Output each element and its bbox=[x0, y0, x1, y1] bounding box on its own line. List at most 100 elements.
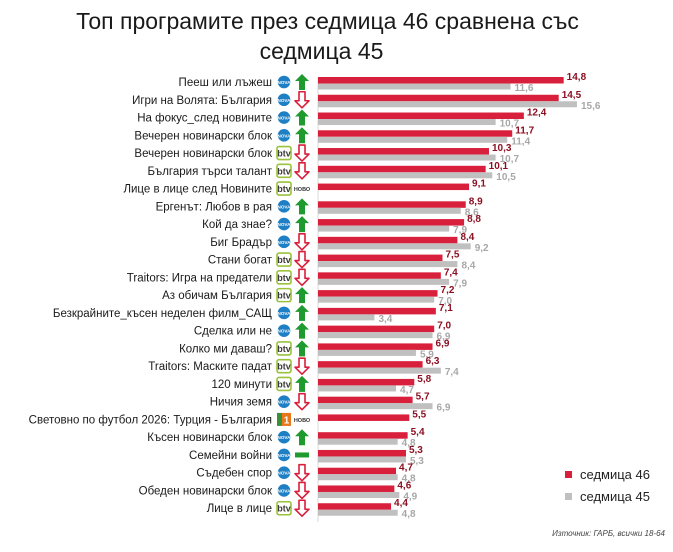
program-label: Traitors: Игра на предатели bbox=[127, 272, 272, 284]
nova-logo-text: NOVA bbox=[278, 98, 292, 103]
program-label: Аз обичам България bbox=[162, 290, 272, 302]
down-arrow-icon bbox=[294, 144, 310, 162]
value-label-week45: 8,6 bbox=[465, 207, 479, 218]
bar-week46 bbox=[318, 183, 470, 191]
up-arrow-icon bbox=[295, 429, 309, 446]
btv-logo-text: btv bbox=[277, 362, 291, 372]
new-badge: НОВО bbox=[294, 187, 311, 193]
bar-week46 bbox=[318, 130, 513, 137]
value-label-week46: 5,8 bbox=[417, 374, 431, 385]
value-label-week45: 11,4 bbox=[511, 136, 530, 147]
value-label-week46: 5,5 bbox=[412, 409, 426, 420]
nova-logo-icon bbox=[277, 395, 291, 408]
value-label-week45: 3,4 bbox=[378, 314, 392, 325]
bar-week46 bbox=[318, 112, 524, 120]
bar-week46 bbox=[318, 325, 435, 333]
chart-title-line-2: седмица 45 bbox=[259, 38, 384, 64]
value-label-week45: 7,0 bbox=[438, 296, 452, 307]
btv-logo-text: btv bbox=[277, 379, 291, 389]
nova-logo-text: NOVA bbox=[278, 311, 292, 316]
program-label: 120 минути bbox=[211, 379, 272, 391]
bar-week45 bbox=[318, 154, 496, 161]
program-label: Вечерен новинарски блок bbox=[134, 148, 273, 160]
up-arrow-icon bbox=[295, 322, 309, 339]
program-label: Лице в лице bbox=[207, 503, 272, 515]
down-arrow-icon bbox=[294, 162, 310, 180]
program-label: Обеден новинарски блок bbox=[139, 485, 273, 497]
bar-week46 bbox=[318, 378, 415, 386]
new-badge: НОВО bbox=[294, 418, 311, 424]
bar-week46 bbox=[318, 290, 438, 297]
nova-logo-text: NOVA bbox=[278, 453, 292, 458]
value-label-week46: 8,4 bbox=[460, 232, 474, 243]
nova-logo-text: NOVA bbox=[278, 435, 292, 440]
value-label-week45: 4,9 bbox=[403, 491, 417, 502]
value-label-week45: 6,9 bbox=[437, 332, 451, 343]
source-note: Източник: ГАРБ, всички 18-64 bbox=[552, 529, 665, 538]
up-arrow-icon bbox=[295, 109, 309, 126]
bar-week45 bbox=[318, 349, 416, 356]
value-label-week46: 4,6 bbox=[397, 480, 411, 491]
value-label-week45: 4,7 bbox=[400, 385, 414, 396]
btv-logo-text: btv bbox=[277, 166, 291, 176]
bar-week45 bbox=[318, 207, 461, 214]
nova-logo-text: NOVA bbox=[278, 471, 292, 476]
down-arrow-icon bbox=[294, 463, 310, 482]
nova-logo-text: NOVA bbox=[278, 116, 292, 121]
btv-logo-icon bbox=[276, 358, 292, 374]
nova-logo-icon bbox=[277, 217, 291, 231]
value-label-week46: 5,4 bbox=[411, 427, 425, 438]
program-label: Сделка или не bbox=[194, 326, 272, 338]
btv-logo-icon bbox=[276, 270, 292, 285]
value-label-week46: 4,7 bbox=[399, 463, 413, 474]
program-label: Съдебен спор bbox=[196, 468, 272, 480]
nova-logo-icon bbox=[277, 448, 291, 462]
value-label-week46: 14,5 bbox=[562, 90, 582, 101]
bar-week45 bbox=[318, 83, 511, 90]
bar-week46 bbox=[318, 94, 559, 102]
value-label-week46: 8,8 bbox=[467, 214, 481, 225]
value-label-week45: 5,3 bbox=[410, 456, 424, 467]
program-label: Пееш или лъжеш bbox=[179, 77, 272, 89]
nova-logo-text: NOVA bbox=[278, 240, 292, 245]
down-arrow-icon bbox=[294, 357, 310, 375]
bar-week45 bbox=[318, 136, 508, 143]
value-label-week45: 7,4 bbox=[445, 367, 459, 378]
bar-week46 bbox=[318, 236, 458, 244]
value-label-week45: 7,9 bbox=[453, 278, 467, 289]
value-label-week46: 8,9 bbox=[469, 196, 483, 207]
value-label-week45: 15,6 bbox=[581, 101, 601, 112]
bar-week45 bbox=[318, 119, 496, 126]
bar-week45 bbox=[318, 403, 433, 410]
bar-week45 bbox=[318, 314, 375, 321]
program-label: Игри на Волята: България bbox=[132, 95, 272, 107]
bar-week46 bbox=[318, 449, 406, 457]
up-arrow-icon bbox=[295, 74, 309, 90]
program-label: Биг Брадър bbox=[210, 237, 272, 249]
bar-week45 bbox=[318, 172, 493, 179]
down-arrow-icon bbox=[294, 392, 310, 411]
up-arrow-icon bbox=[295, 198, 309, 215]
bar-week45 bbox=[318, 367, 441, 374]
bar-week46 bbox=[318, 307, 436, 315]
value-label-week46: 6,9 bbox=[436, 338, 450, 349]
nova-logo-text: NOVA bbox=[278, 222, 292, 227]
bar-week46 bbox=[318, 77, 564, 84]
program-label: Стани богат bbox=[208, 255, 273, 267]
legend-swatch-week46 bbox=[565, 470, 572, 478]
bar-week46 bbox=[318, 165, 486, 173]
value-label-week46: 10,3 bbox=[492, 143, 512, 154]
value-label-week46: 7,0 bbox=[437, 321, 451, 332]
nova-logo-icon bbox=[277, 75, 291, 89]
program-label: България търси талант bbox=[147, 166, 272, 178]
value-label-week45: 7,9 bbox=[453, 225, 467, 236]
program-label: Traitors: Маските падат bbox=[148, 361, 272, 373]
bar-week45 bbox=[318, 332, 433, 339]
btv-logo-text: btv bbox=[277, 344, 291, 354]
btv-logo-text: btv bbox=[277, 149, 291, 159]
program-label: Ергенът: Любов в рая bbox=[156, 201, 272, 213]
program-label: На фокус_след новините bbox=[137, 113, 272, 125]
bar-week45 bbox=[318, 456, 406, 463]
bar-week45 bbox=[318, 261, 458, 268]
value-label-week45: 4,8 bbox=[402, 509, 416, 520]
